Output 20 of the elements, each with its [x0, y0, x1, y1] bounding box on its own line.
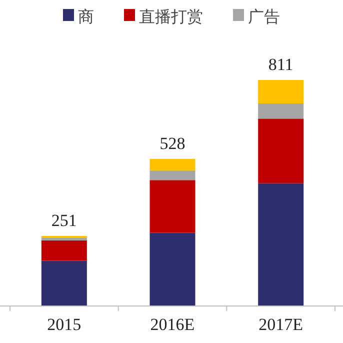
- bar: [41, 240, 87, 261]
- bar: [150, 158, 196, 170]
- x-tick-label: 2017E: [258, 315, 304, 334]
- legend-label: 直播打赏: [139, 7, 203, 26]
- bar: [150, 170, 196, 180]
- legend-label: 商: [78, 7, 94, 26]
- bar: [150, 180, 196, 233]
- bar: [258, 118, 304, 184]
- bar: [41, 238, 87, 240]
- bar: [258, 183, 304, 306]
- bar: [258, 80, 304, 104]
- bar: [150, 232, 196, 306]
- x-tick-label: 2016E: [150, 315, 195, 334]
- legend-label: 广告: [248, 7, 280, 26]
- annotation: 528: [160, 134, 186, 153]
- x-tick-label: 2015: [47, 315, 82, 334]
- annotation: 251: [51, 210, 77, 230]
- annotation: 811: [268, 55, 294, 74]
- bar: [41, 260, 87, 306]
- bar: [258, 104, 304, 119]
